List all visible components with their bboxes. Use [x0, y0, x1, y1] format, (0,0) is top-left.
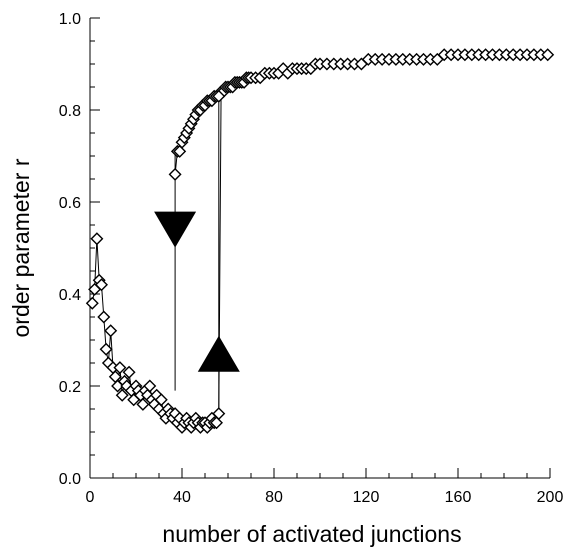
- x-tick-label: 120: [353, 489, 380, 506]
- data-point: [136, 397, 150, 411]
- data-point: [85, 296, 99, 310]
- y-axis-title: order parameter r: [8, 158, 34, 337]
- x-tick-label: 160: [445, 489, 472, 506]
- data-point: [97, 310, 111, 324]
- y-tick-label: 0.2: [59, 379, 81, 396]
- data-point: [210, 416, 223, 430]
- data-point: [173, 144, 187, 158]
- up-arrow: [197, 335, 240, 372]
- y-tick-label: 1.0: [59, 11, 81, 28]
- data-point: [212, 407, 226, 421]
- x-tick-label: 80: [265, 489, 283, 506]
- data-point: [154, 393, 168, 407]
- x-tick-label: 200: [537, 489, 564, 506]
- data-point: [143, 379, 157, 393]
- data-point: [99, 342, 113, 356]
- data-point: [95, 278, 108, 292]
- series-line: [91, 54, 548, 429]
- x-tick-label: 40: [173, 489, 191, 506]
- y-tick-label: 0.6: [59, 195, 81, 212]
- plot-area: [85, 48, 555, 434]
- data-point: [212, 89, 226, 103]
- y-tick-label: 0.4: [59, 287, 81, 304]
- y-tick-label: 0.0: [59, 471, 81, 488]
- y-axis: 0.0 0.2 0.4 0.6 0.8 1.0: [59, 11, 100, 488]
- x-axis-title: number of activated junctions: [162, 521, 461, 547]
- data-point: [122, 365, 136, 379]
- data-point: [104, 324, 118, 338]
- x-axis: 0 40 80 120 160 200: [86, 468, 564, 506]
- data-point: [541, 48, 555, 62]
- data-point: [90, 232, 104, 246]
- data-point: [115, 388, 129, 402]
- x-tick-label: 0: [86, 489, 95, 506]
- data-point: [113, 361, 127, 375]
- down-arrow: [154, 211, 197, 248]
- y-tick-label: 0.8: [59, 103, 81, 120]
- data-point: [168, 167, 182, 181]
